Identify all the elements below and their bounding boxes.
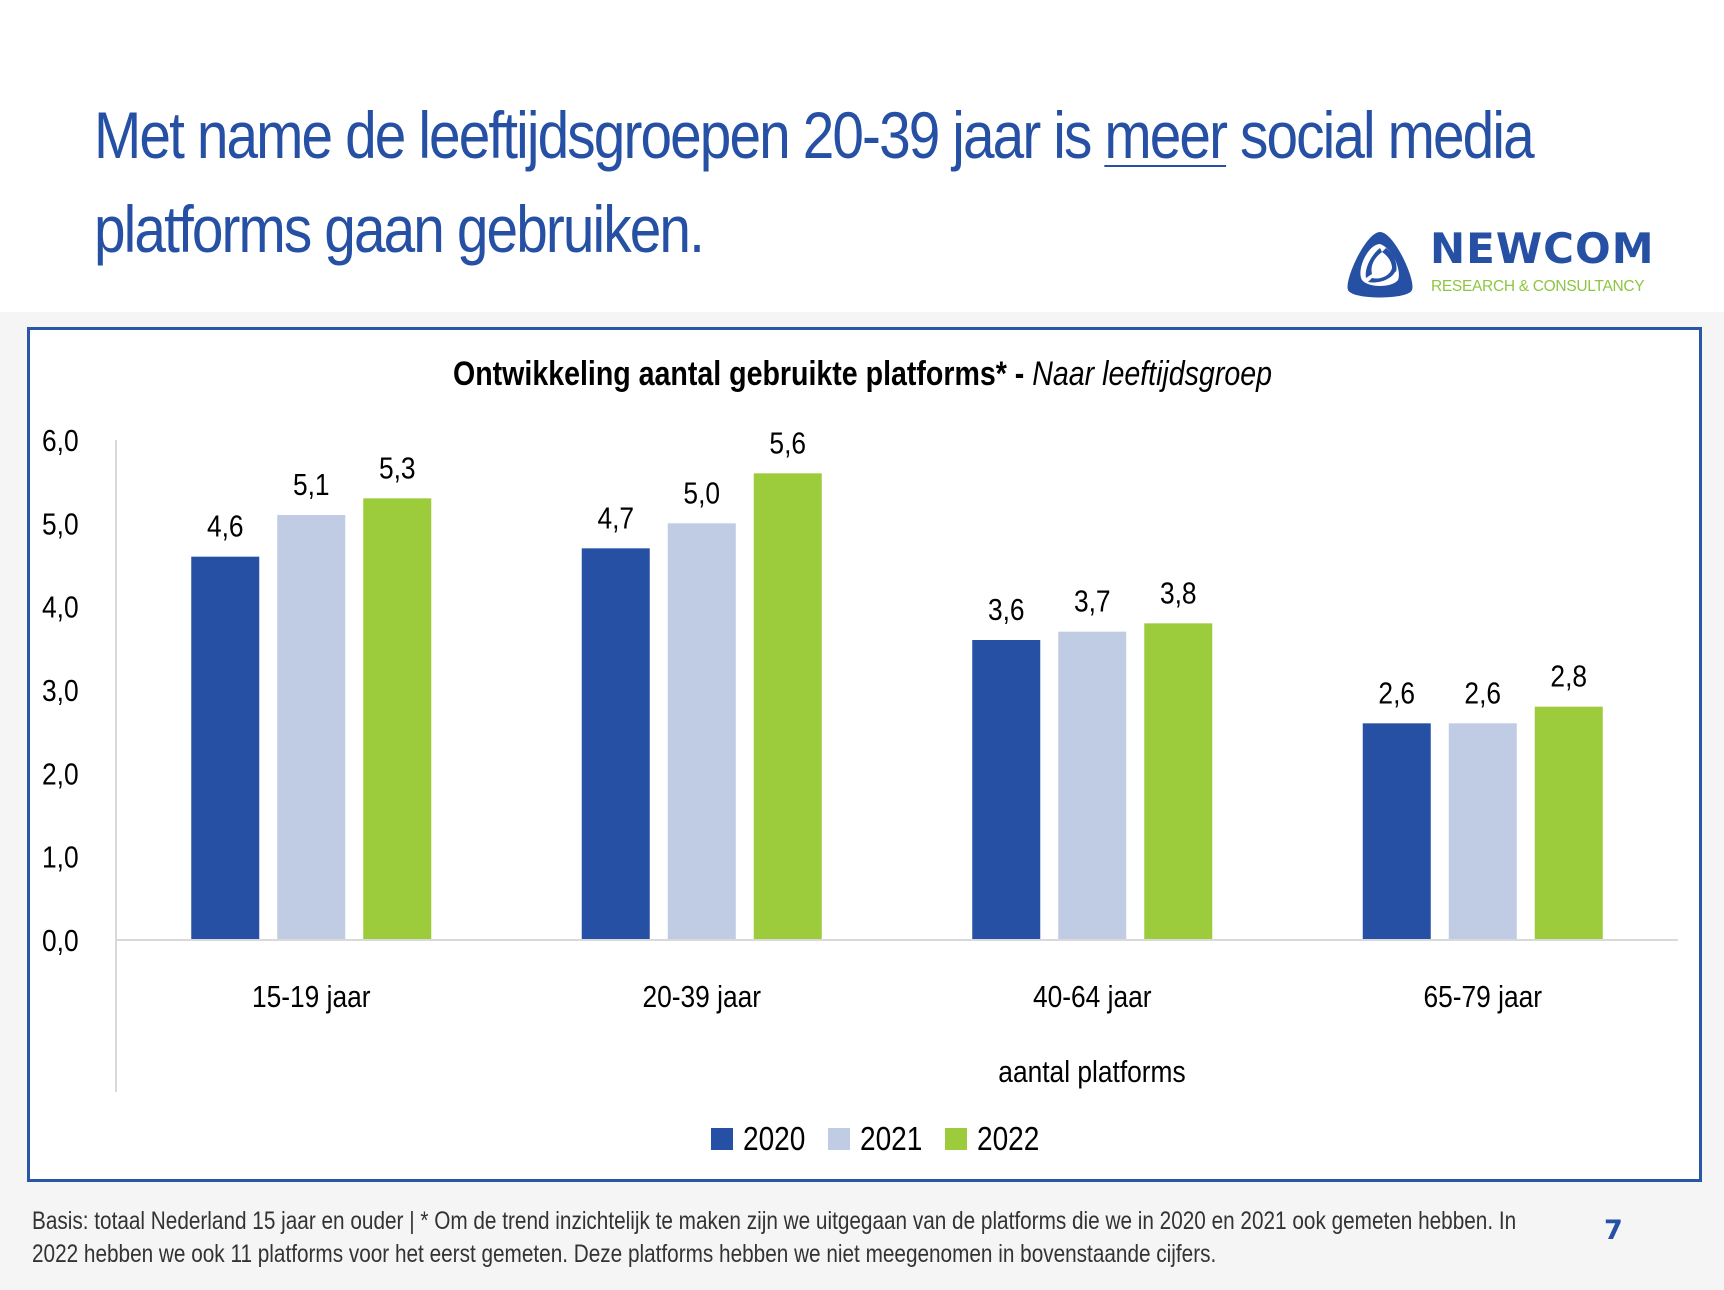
legend-item-2022: 2022 xyxy=(945,1121,1039,1158)
y-tick-label: 3,0 xyxy=(42,674,79,708)
bar-2020-0 xyxy=(191,556,260,940)
y-tick-label: 4,0 xyxy=(42,591,79,625)
footnote-line2: 2022 hebben we ook 11 platforms voor het… xyxy=(32,1240,1217,1268)
logo-subtitle: RESEARCH & CONSULTANCY xyxy=(1431,278,1645,295)
x-axis-title: aantal platforms xyxy=(998,1055,1185,1089)
y-axis: 0,0 1,0 2,0 3,0 4,0 5,0 6,0 xyxy=(42,424,117,1092)
bars: 4,6 5,1 5,3 4,7 5,0 5,6 3,6 3,7 3,8 2,6 2,6 2,8 xyxy=(191,426,1603,940)
data-label: 2,6 xyxy=(1464,676,1501,710)
data-label: 5,0 xyxy=(683,476,720,510)
y-tick-label: 5,0 xyxy=(42,507,79,541)
underlined-word: meer xyxy=(1104,98,1228,172)
slide-title: Met name de leeftijdsgroepen 20-39 jaar … xyxy=(94,88,1535,276)
bar-2020-3 xyxy=(1362,723,1431,940)
legend-label: 2022 xyxy=(977,1121,1039,1158)
chart-title-main: Ontwikkeling aantal gebruikte platforms*… xyxy=(452,355,1032,393)
y-tick-label: 1,0 xyxy=(42,841,79,875)
x-tick-label: 65-79 jaar xyxy=(1423,980,1542,1014)
legend-label: 2020 xyxy=(743,1121,805,1158)
triangle-swirl-logo-icon xyxy=(1347,232,1413,298)
legend-item-2020: 2020 xyxy=(711,1121,805,1158)
bar-2021-2 xyxy=(1058,631,1127,940)
bar-2022-3 xyxy=(1534,706,1603,940)
legend-label: 2021 xyxy=(860,1121,922,1158)
data-label: 5,3 xyxy=(379,451,416,485)
page-number: 7 xyxy=(1604,1215,1623,1246)
x-axis: 15-19 jaar 20-39 jaar 40-64 jaar 65-79 jaar… xyxy=(116,939,1678,1090)
data-label: 3,7 xyxy=(1074,585,1111,619)
newcom-logo: NEWCOM RESEARCH & CONSULTANCY xyxy=(1342,224,1702,300)
data-label: 2,8 xyxy=(1550,660,1587,694)
bar-2022-0 xyxy=(363,498,432,940)
legend-swatch xyxy=(945,1128,967,1150)
data-label: 5,1 xyxy=(293,468,330,502)
legend-swatch xyxy=(828,1128,850,1150)
legend-swatch xyxy=(711,1128,733,1150)
y-tick-label: 2,0 xyxy=(42,757,79,791)
footnote-line1: Basis: totaal Nederland 15 jaar en ouder… xyxy=(32,1207,1517,1235)
x-tick-label: 40-64 jaar xyxy=(1033,980,1152,1014)
slide-title-line1: Met name de leeftijdsgroepen 20-39 jaar … xyxy=(94,98,1535,172)
y-tick-label: 0,0 xyxy=(42,924,79,958)
footnote: Basis: totaal Nederland 15 jaar en ouder… xyxy=(32,1205,1592,1271)
bar-2020-2 xyxy=(972,640,1041,940)
chart-title-subtitle: Naar leeftijdsgroep xyxy=(1031,355,1272,393)
chart-title: Ontwikkeling aantal gebruikte platforms*… xyxy=(0,355,1724,394)
bar-2021-0 xyxy=(277,515,346,940)
data-label: 3,8 xyxy=(1160,576,1197,610)
data-label: 5,6 xyxy=(769,426,806,460)
bar-2022-2 xyxy=(1144,623,1213,940)
x-tick-label: 15-19 jaar xyxy=(252,980,371,1014)
slide-header xyxy=(0,0,1724,312)
bar-2022-1 xyxy=(753,473,822,940)
data-label: 4,6 xyxy=(207,510,244,544)
legend-item-2021: 2021 xyxy=(828,1121,922,1158)
y-tick-label: 6,0 xyxy=(42,424,79,458)
bar-2021-1 xyxy=(667,523,736,940)
bar-2021-3 xyxy=(1448,723,1517,940)
data-label: 4,7 xyxy=(597,501,634,535)
data-label: 3,6 xyxy=(988,593,1025,627)
legend: 2020 2021 2022 xyxy=(711,1121,1039,1158)
bar-2020-1 xyxy=(581,548,650,940)
data-label: 2,6 xyxy=(1378,676,1415,710)
slide-title-line2: platforms gaan gebruiken. xyxy=(94,192,705,266)
x-tick-label: 20-39 jaar xyxy=(642,980,761,1014)
logo-name: NEWCOM xyxy=(1430,224,1655,273)
